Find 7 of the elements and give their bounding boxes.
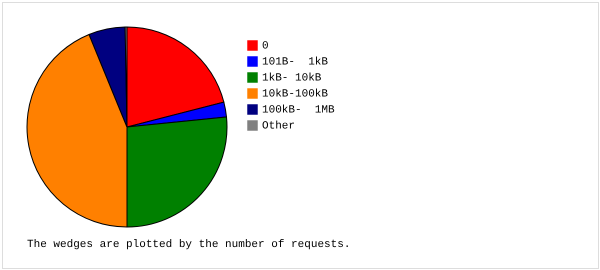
legend-label: 10kB-100kB bbox=[262, 88, 328, 100]
legend-label: 101B- 1kB bbox=[262, 56, 328, 68]
legend-label: 1kB- 10kB bbox=[262, 72, 322, 84]
legend-label: Other bbox=[262, 120, 296, 132]
text: The wedges are plotted by the number of requests. bbox=[27, 239, 350, 251]
legend-label: 100kB- 1MB bbox=[262, 104, 336, 116]
legend-label: 0 bbox=[262, 40, 269, 52]
